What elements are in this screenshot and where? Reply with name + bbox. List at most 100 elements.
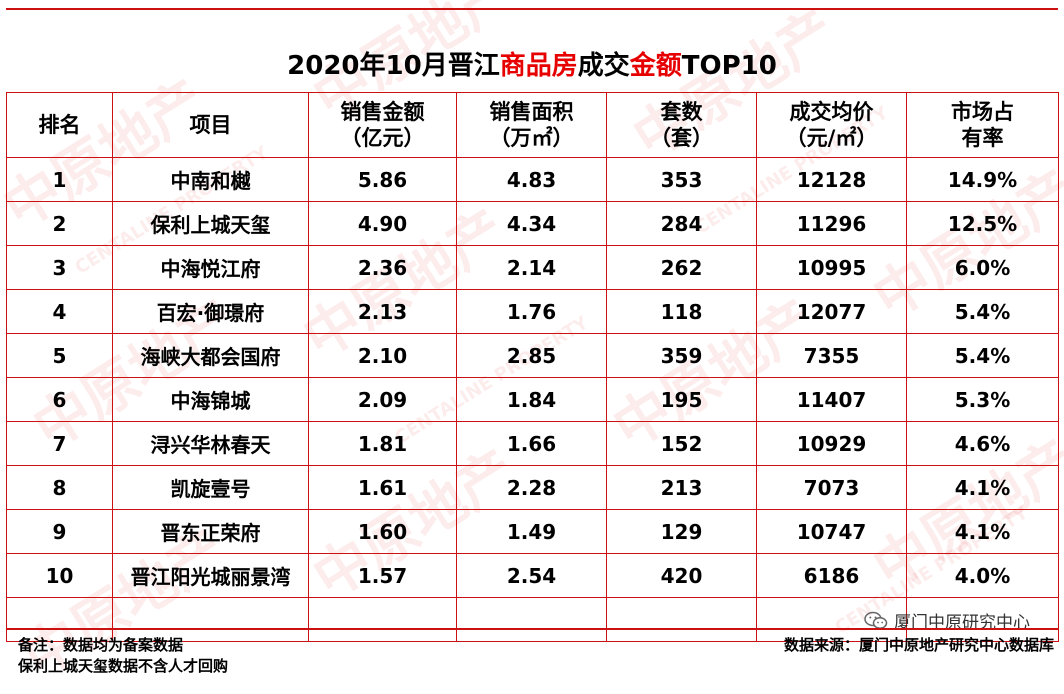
cell-market-share: 4.0% [906,553,1059,598]
cell-market-share: 12.5% [906,201,1059,246]
title-part-5: TOP10 [681,51,777,81]
cell-sales-area: 2.54 [456,553,607,598]
table-empty-row [6,597,1059,642]
cell-project: 百宏·御璟府 [112,289,309,334]
cell-market-share: 6.0% [906,245,1059,290]
title-part-4: 金额 [629,51,682,81]
cell-avg-price: 12077 [756,289,907,334]
cell-avg-price: 10995 [756,245,907,290]
cell-sales-area: 1.49 [456,509,607,554]
cell-units: 420 [606,553,757,598]
cell-sales-area: 1.66 [456,421,607,466]
cell-units: 195 [606,377,757,422]
cell-sales-amount: 2.36 [308,245,457,290]
cell-units: 359 [606,333,757,378]
cell-sales-area: 2.28 [456,465,607,510]
cell-project: 中南和樾 [112,157,309,202]
cell-project: 晋江阳光城丽景湾 [112,553,309,598]
cell-avg-price: 7355 [756,333,907,378]
table-row: 1 中南和樾 5.86 4.83 353 12128 14.9% [6,157,1059,202]
table-row: 5 海峡大都会国府 2.10 2.85 359 7355 5.4% [6,333,1059,378]
cell-rank: 4 [6,289,113,334]
cell-avg-price: 10929 [756,421,907,466]
cell-market-share: 5.3% [906,377,1059,422]
note-line-1: 备注：数据均为备案数据 [18,636,184,654]
cell-project: 晋东正荣府 [112,509,309,554]
page-title: 2020年10月晋江商品房成交金额TOP10 [6,40,1058,92]
cell-units: 129 [606,509,757,554]
top-border-line [6,8,1058,10]
cell-rank: 3 [6,245,113,290]
cell-project: 保利上城天玺 [112,201,309,246]
table-row: 6 中海锦城 2.09 1.84 195 11407 5.3% [6,377,1059,422]
note-line-2: 保利上城天玺数据不含人才回购 [18,657,229,675]
cell-rank: 5 [6,333,113,378]
cell-sales-amount: 5.86 [308,157,457,202]
header-market-share: 市场占 有率 [906,92,1059,158]
cell-market-share: 14.9% [906,157,1059,202]
cell-units: 152 [606,421,757,466]
cell-rank: 2 [6,201,113,246]
cell-sales-amount: 1.57 [308,553,457,598]
cell-avg-price: 11296 [756,201,907,246]
cell-rank: 7 [6,421,113,466]
cell-sales-amount: 1.61 [308,465,457,510]
cell-market-share: 5.4% [906,289,1059,334]
cell-market-share: 4.1% [906,509,1059,554]
table-header-row: 排名 项目 销售金额 （亿元） 销售面积 （万㎡） 套数 （套） 成交均价 （元/㎡） … [6,92,1059,158]
cell-sales-area: 4.83 [456,157,607,202]
cell-units: 353 [606,157,757,202]
cell-sales-amount: 2.13 [308,289,457,334]
cell-project: 中海悦江府 [112,245,309,290]
cell-project: 浔兴华林春天 [112,421,309,466]
table-row: 10 晋江阳光城丽景湾 1.57 2.54 420 6186 4.0% [6,553,1059,598]
data-source: 数据来源：厦门中原地产研究中心数据库 [783,636,1054,654]
cell-rank: 6 [6,377,113,422]
cell-sales-amount: 2.09 [308,377,457,422]
cell-rank: 10 [6,553,113,598]
cell-market-share: 4.1% [906,465,1059,510]
cell-sales-amount: 2.10 [308,333,457,378]
cell-sales-area: 1.76 [456,289,607,334]
cell-project: 中海锦城 [112,377,309,422]
header-units: 套数 （套） [606,92,757,158]
header-sales-area: 销售面积 （万㎡） [456,92,607,158]
cell-rank: 1 [6,157,113,202]
title-part-1: 2020年10月晋江 [287,51,500,81]
cell-sales-area: 4.34 [456,201,607,246]
table-row: 9 晋东正荣府 1.60 1.49 129 10747 4.1% [6,509,1059,554]
cell-units: 213 [606,465,757,510]
title-part-2: 商品房 [499,51,578,81]
header-project: 项目 [112,92,309,158]
title-part-3: 成交 [577,51,630,81]
cell-sales-area: 1.84 [456,377,607,422]
table-row: 2 保利上城天玺 4.90 4.34 284 11296 12.5% [6,201,1059,246]
table-row: 4 百宏·御璟府 2.13 1.76 118 12077 5.4% [6,289,1059,334]
cell-avg-price: 12128 [756,157,907,202]
cell-project: 海峡大都会国府 [112,333,309,378]
cell-avg-price: 10747 [756,509,907,554]
table-row: 3 中海悦江府 2.36 2.14 262 10995 6.0% [6,245,1059,290]
table-row: 8 凯旋壹号 1.61 2.28 213 7073 4.1% [6,465,1059,510]
wechat-icon [864,611,888,629]
header-sales-amount: 销售金额 （亿元） [308,92,457,158]
bottom-border-line [6,628,1058,630]
cell-avg-price: 6186 [756,553,907,598]
ranking-table: 排名 项目 销售金额 （亿元） 销售面积 （万㎡） 套数 （套） 成交均价 （元/㎡） … [6,92,1059,642]
cell-sales-amount: 1.60 [308,509,457,554]
cell-rank: 8 [6,465,113,510]
cell-rank: 9 [6,509,113,554]
cell-sales-amount: 1.81 [308,421,457,466]
cell-units: 284 [606,201,757,246]
table-row: 7 浔兴华林春天 1.81 1.66 152 10929 4.6% [6,421,1059,466]
cell-sales-area: 2.14 [456,245,607,290]
cell-project: 凯旋壹号 [112,465,309,510]
header-rank: 排名 [6,92,113,158]
cell-avg-price: 7073 [756,465,907,510]
cell-market-share: 4.6% [906,421,1059,466]
cell-sales-area: 2.85 [456,333,607,378]
cell-units: 262 [606,245,757,290]
cell-market-share: 5.4% [906,333,1059,378]
cell-units: 118 [606,289,757,334]
